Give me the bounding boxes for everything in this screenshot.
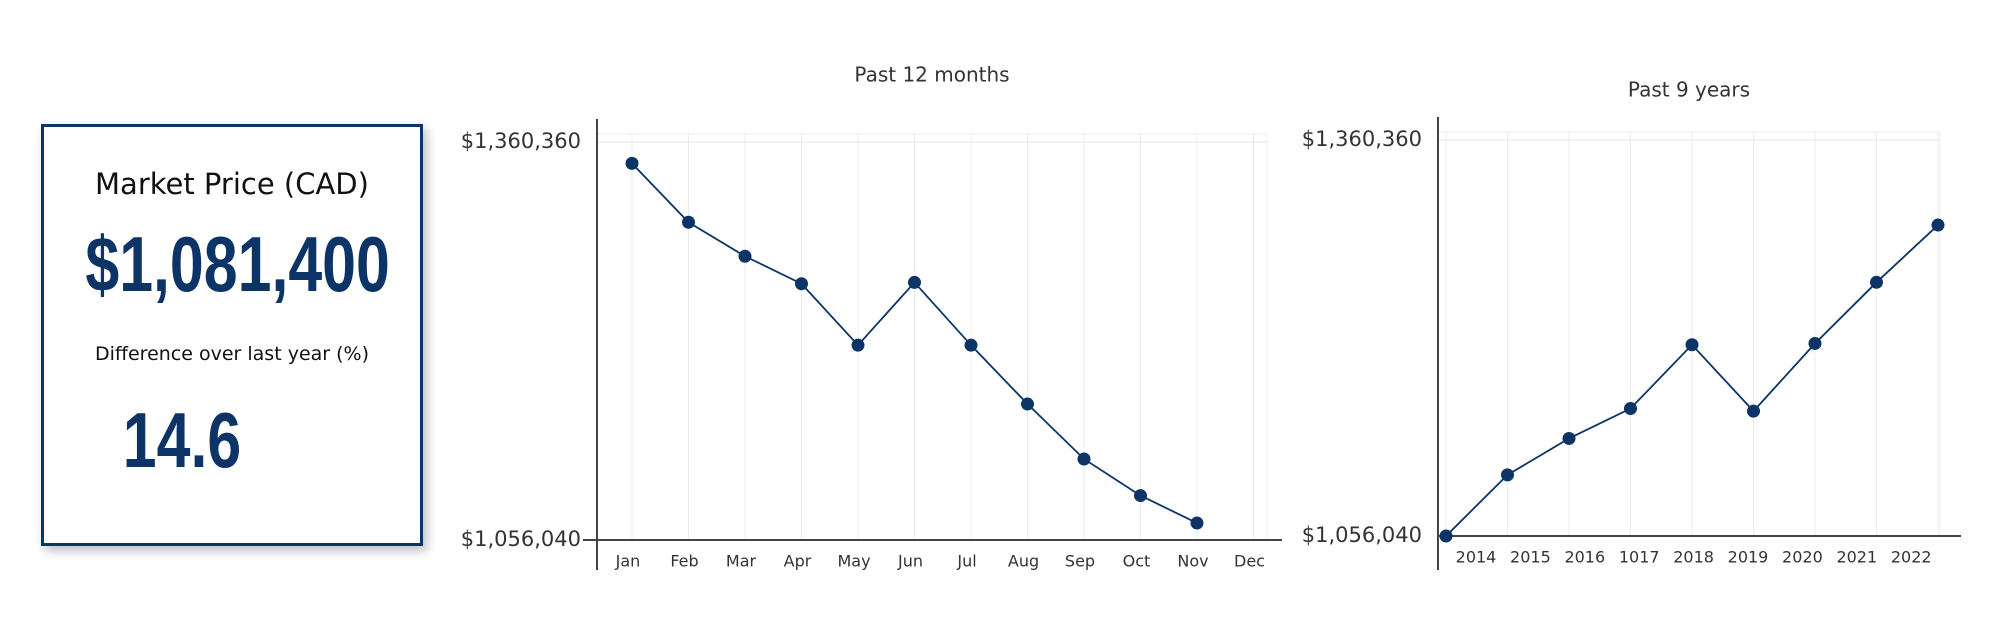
x-tick-label: Jul (956, 552, 976, 571)
y-tick-label: $1,360,360 (1302, 127, 1422, 151)
card-value: $1,081,400 (85, 220, 390, 308)
x-tick-label: Jun (897, 552, 923, 571)
point (964, 338, 978, 352)
x-tick-label: May (837, 552, 870, 571)
chart-title: Past 9 years (1628, 78, 1750, 102)
x-tick-label: 1017 (1619, 548, 1660, 567)
point (738, 249, 752, 263)
x-tick-label: 2021 (1836, 548, 1877, 567)
y-tick-label: $1,056,040 (461, 527, 581, 551)
price-card: Market Price (CAD) $1,081,400 Difference… (41, 124, 423, 546)
x-tick-label: Sep (1065, 552, 1095, 571)
x-tick-label: 2015 (1510, 548, 1551, 567)
x-tick-label: 2014 (1456, 548, 1497, 567)
x-tick-label: Jan (615, 552, 641, 571)
x-tick-label: Aug (1008, 552, 1039, 571)
point (1870, 275, 1883, 289)
x-tick-label: Apr (784, 552, 812, 571)
point (1501, 468, 1514, 482)
point (682, 215, 695, 229)
x-tick-label: Feb (670, 552, 698, 571)
point (1931, 218, 1945, 232)
point (908, 275, 921, 289)
point (1439, 529, 1453, 543)
card-subtitle: Difference over last year (%) (94, 343, 369, 365)
x-tick-label: 2020 (1782, 548, 1823, 567)
point (1190, 516, 1204, 530)
plot-frame (596, 133, 1268, 541)
x-tick-label: 2016 (1564, 548, 1605, 567)
point (1747, 404, 1760, 418)
point (1624, 402, 1637, 416)
point (1077, 452, 1091, 466)
point (1808, 336, 1822, 350)
y-tick-label: $1,360,360 (461, 129, 581, 153)
x-tick-label: Nov (1177, 552, 1208, 571)
point (1685, 338, 1699, 352)
card-title: Market Price (CAD) (95, 167, 369, 201)
chart-title: Past 12 months (854, 63, 1009, 87)
y-tick-label: $1,056,040 (1302, 523, 1422, 547)
x-tick-label: 2019 (1728, 548, 1769, 567)
point (1562, 431, 1576, 445)
x-tick-label: 2022 (1891, 548, 1932, 567)
point (1134, 489, 1147, 503)
card-change: 14.6 (122, 396, 242, 484)
x-tick-label: Mar (726, 552, 757, 571)
point (795, 277, 808, 291)
point (625, 156, 639, 170)
point (1021, 397, 1034, 411)
x-tick-label: Dec (1234, 552, 1265, 571)
x-tick-label: 2018 (1673, 548, 1714, 567)
x-tick-label: Oct (1123, 552, 1151, 571)
point (851, 338, 865, 352)
